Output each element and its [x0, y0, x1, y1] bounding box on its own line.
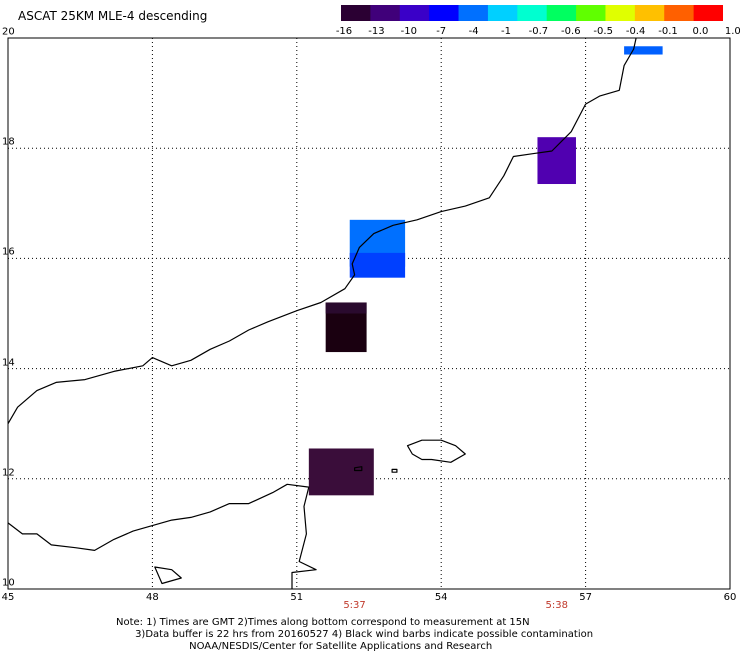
color-scale-segment: [605, 5, 636, 21]
latitude-label: 16: [2, 246, 15, 258]
island-socotra: [406, 439, 466, 463]
color-scale-label: -16: [335, 26, 353, 37]
longitude-label: 45: [1, 592, 15, 603]
color-scale-segment: [634, 5, 665, 21]
longitude-label: 57: [579, 592, 592, 603]
small-island: [354, 466, 363, 472]
color-scale-segment: [517, 5, 548, 21]
coastline-somalia: [7, 483, 317, 589]
color-scale-label: -10: [400, 26, 417, 37]
latitude-label: 18: [2, 136, 15, 148]
color-scale-segment: [458, 5, 489, 21]
latitude-label: 10: [2, 577, 15, 589]
coastline: [7, 37, 637, 589]
color-scale-segment: [664, 5, 695, 21]
small-island: [154, 566, 182, 585]
color-scale-segment: [370, 5, 401, 21]
color-scale-label: -7: [436, 26, 447, 37]
latitude-label: 20: [2, 26, 15, 38]
wind-cell: [624, 46, 663, 55]
time-label: 5:38: [545, 600, 568, 611]
wind-cell: [537, 137, 576, 185]
note-line-2: 3)Data buffer is 22 hrs from 20160527 4)…: [116, 629, 594, 640]
small-island: [391, 468, 398, 473]
lat-lon-grid: [8, 38, 730, 589]
longitude-label: 54: [434, 592, 448, 603]
color-scale-label: 1.0: [724, 26, 740, 37]
longitude-label: 60: [723, 592, 737, 603]
latitude-label: 14: [2, 357, 15, 369]
time-label: 5:37: [343, 600, 366, 611]
color-scale-label: -13: [368, 26, 385, 37]
color-scale-label: 0.0: [692, 26, 709, 37]
wind-cell: [349, 252, 406, 278]
latitude-label: 12: [2, 467, 15, 479]
color-scale-label: -0.6: [561, 26, 581, 37]
longitude-label: 51: [290, 592, 304, 603]
color-scale-bar: [341, 5, 723, 21]
color-scale-segment: [693, 5, 723, 21]
color-scale-label: -0.5: [593, 26, 613, 37]
footnote: Note: 1) Times are GMT 2)Times along bot…: [116, 617, 593, 653]
wind-cells: [308, 46, 663, 496]
color-scale-segment: [546, 5, 577, 21]
color-scale-label: -1: [501, 26, 511, 37]
color-scale-segment: [576, 5, 606, 21]
color-scale-label: -0.7: [528, 26, 549, 37]
note-line-1: Note: 1) Times are GMT 2)Times along bot…: [116, 617, 530, 628]
note-line-3: NOAA/NESDIS/Center for Satellite Applica…: [116, 641, 493, 652]
color-scale-segment: [429, 5, 460, 21]
color-scale-label: -0.4: [625, 26, 646, 37]
longitude-label: 48: [146, 592, 159, 603]
map-frame: [7, 37, 731, 590]
wind-cell: [325, 302, 367, 314]
wind-cell: [308, 448, 374, 496]
color-scale-segment: [487, 5, 518, 21]
color-scale-labels: -16 -13 -10 -7 -4 -1 -0.7 -0.6 -0.5 -0.4 -0.1 0.0 1.…: [330, 26, 740, 40]
color-scale-label: -4: [468, 26, 479, 37]
color-scale-segment: [341, 5, 371, 21]
coastline-arabia: [7, 37, 637, 425]
chart-title: ASCAT 25KM MLE-4 descending: [18, 9, 208, 23]
color-scale-label: -0.1: [658, 26, 678, 37]
color-scale-segment: [399, 5, 430, 21]
